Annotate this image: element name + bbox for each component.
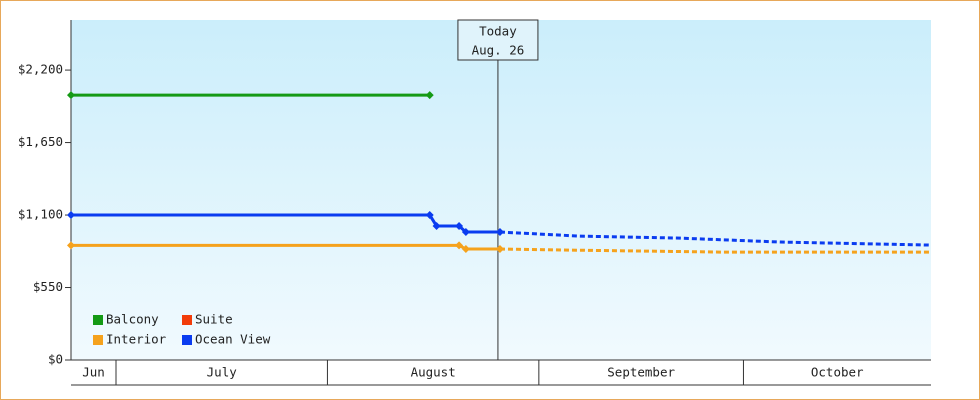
price-point	[67, 241, 75, 250]
price-point	[425, 211, 434, 220]
price-point	[461, 228, 470, 237]
month-label: October	[811, 365, 864, 380]
y-tick-label: $550	[33, 279, 63, 294]
price-line	[71, 213, 500, 234]
y-tick-label: $2,200	[18, 62, 63, 77]
month-label: July	[207, 365, 238, 380]
legend-label: Interior	[106, 332, 167, 347]
legend-swatch	[93, 335, 103, 345]
price-point	[67, 211, 75, 220]
price-point	[432, 221, 441, 230]
price-point	[461, 245, 470, 254]
legend-swatch	[182, 315, 192, 325]
legend-label: Suite	[195, 312, 233, 327]
today-label: Aug. 26	[472, 43, 525, 58]
price-point	[495, 228, 504, 237]
price-point	[495, 245, 504, 254]
legend-swatch	[93, 315, 103, 325]
price-point	[425, 91, 434, 100]
legend-label: Balcony	[106, 312, 159, 327]
y-tick-label: $1,650	[18, 134, 63, 149]
legend-swatch	[182, 335, 192, 345]
forecast-line	[499, 247, 931, 254]
price-point	[67, 91, 75, 100]
month-label: September	[607, 365, 675, 380]
today-label: Today	[479, 24, 517, 39]
month-label: August	[411, 365, 456, 380]
price-point	[455, 221, 464, 230]
y-tick-label: $1,100	[18, 207, 63, 222]
plot-area	[71, 20, 931, 360]
legend-label: Ocean View	[195, 332, 271, 347]
today-box	[457, 19, 539, 61]
price-line	[71, 243, 500, 251]
y-tick-label: $0	[48, 352, 63, 367]
forecast-line	[499, 230, 932, 247]
price-point	[455, 241, 464, 250]
month-label: Jun	[82, 365, 105, 380]
